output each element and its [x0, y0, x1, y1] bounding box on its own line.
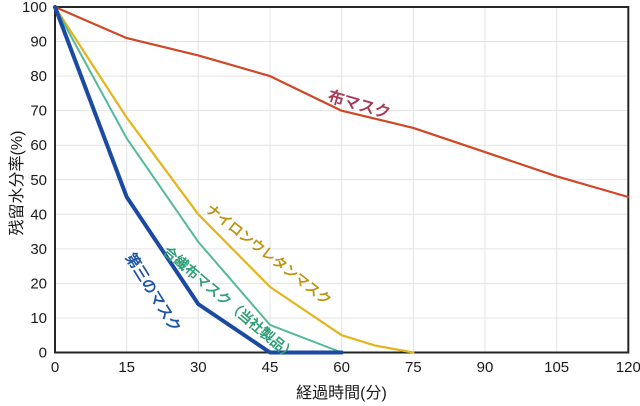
x-tick-label: 30 — [190, 359, 207, 376]
y-tick-label: 0 — [39, 345, 47, 362]
x-tick-label: 90 — [477, 359, 494, 376]
y-tick-label: 70 — [30, 103, 47, 120]
y-tick-label: 80 — [30, 68, 47, 85]
series-line-nylon-urethane-mask — [53, 5, 415, 354]
x-tick-label: 120 — [616, 359, 640, 376]
y-tick-label: 30 — [30, 241, 47, 258]
x-tick-label: 105 — [544, 359, 569, 376]
y-tick-label: 20 — [30, 275, 47, 292]
x-tick-label: 45 — [262, 359, 279, 376]
x-tick-label: 15 — [118, 359, 135, 376]
y-tick-label: 40 — [30, 206, 47, 223]
y-tick-label: 100 — [22, 0, 47, 16]
series-line-synthetic-fiber-mask — [54, 6, 343, 354]
y-tick-label: 10 — [30, 310, 47, 327]
series-label-cloth-mask: 布マスク — [326, 87, 393, 123]
series-line-cloth-mask — [53, 5, 630, 199]
x-tick-label: 0 — [51, 359, 59, 376]
y-tick-label: 90 — [30, 34, 47, 51]
series-line-third-mask — [53, 5, 344, 355]
x-tick-label: 75 — [405, 359, 422, 376]
y-tick-label: 60 — [30, 137, 47, 154]
x-tick-label: 60 — [333, 359, 350, 376]
y-tick-label: 50 — [30, 172, 47, 189]
